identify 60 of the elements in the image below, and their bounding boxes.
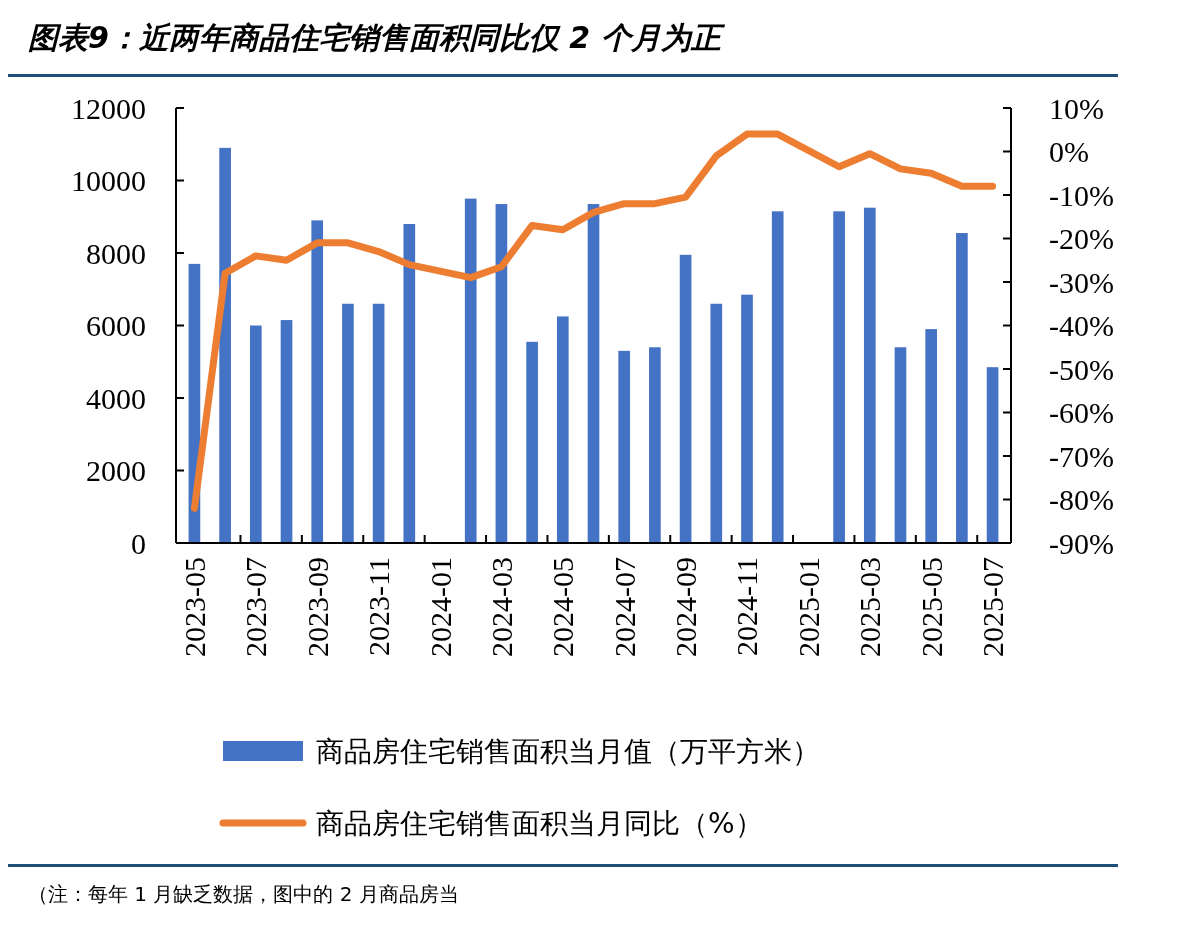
y-tick-label: 0 (131, 526, 146, 560)
x-tick-label: 2025-07 (976, 557, 1010, 657)
y-tick-label: 10000 (71, 164, 146, 197)
x-tick-label: 2025-03 (853, 557, 887, 657)
bar (587, 204, 600, 543)
x-tick-label: 2024-11 (730, 557, 764, 656)
y2-tick-label: -50% (1049, 352, 1114, 386)
x-tick-label: 2025-01 (791, 557, 825, 657)
bar (894, 347, 907, 543)
bar (372, 303, 385, 543)
x-tick-label: 2024-01 (423, 557, 457, 657)
bar (833, 211, 845, 543)
bar (710, 303, 723, 543)
x-tick-label: 2024-03 (484, 557, 518, 657)
bar (771, 211, 784, 543)
bar (925, 329, 938, 543)
y2-tick-label: -90% (1049, 526, 1114, 560)
y2-tick-label: -80% (1049, 483, 1114, 516)
y2-tick-label: -70% (1049, 439, 1114, 473)
bar (311, 220, 324, 543)
bar (649, 347, 661, 543)
bar (863, 207, 876, 543)
y2-tick-label: -10% (1049, 178, 1114, 212)
y2-tick-label: 10% (1049, 91, 1104, 125)
y-tick-label: 8000 (86, 236, 146, 270)
bar (342, 303, 354, 543)
bar (679, 254, 692, 543)
legend-label: 商品房住宅销售面积当月值（万平方米） (316, 734, 820, 768)
x-tick-label: 2024-09 (669, 557, 703, 657)
bar (495, 204, 508, 543)
y2-tick-label: -60% (1049, 396, 1114, 429)
legend-label: 商品房住宅销售面积当月同比（%） (316, 806, 763, 840)
x-tick-label: 2024-05 (546, 557, 580, 657)
x-tick-label: 2023-09 (300, 557, 334, 657)
y-tick-label: 2000 (86, 454, 146, 487)
bar (618, 350, 631, 543)
x-tick-label: 2023-11 (362, 557, 396, 656)
y2-tick-label: 0% (1049, 135, 1089, 168)
bar (956, 233, 968, 543)
y2-tick-label: -20% (1049, 222, 1114, 255)
bar (464, 198, 477, 543)
bar (741, 294, 753, 543)
bar (986, 367, 999, 543)
bar (249, 325, 262, 543)
bar (556, 316, 569, 543)
x-tick-label: 2023-07 (239, 557, 273, 657)
bar (280, 320, 293, 543)
bar (219, 147, 231, 543)
y2-tick-label: -40% (1049, 309, 1114, 342)
x-tick-label: 2024-07 (607, 557, 641, 657)
y-tick-label: 12000 (71, 91, 146, 125)
y-tick-label: 6000 (86, 309, 146, 342)
y2-tick-label: -30% (1049, 265, 1114, 299)
bar (526, 341, 538, 543)
text: （注：每年 1 月缺乏数据，图中的 2 月商品房当 (28, 882, 459, 906)
x-tick-label: 2025-05 (914, 557, 948, 657)
y-tick-label: 4000 (86, 381, 146, 415)
x-tick-label: 2023-05 (177, 557, 211, 657)
chart-title: 图表9：近两年商品住宅销售面积同比仅 2 个月为正 (28, 20, 726, 55)
bar (403, 224, 416, 543)
